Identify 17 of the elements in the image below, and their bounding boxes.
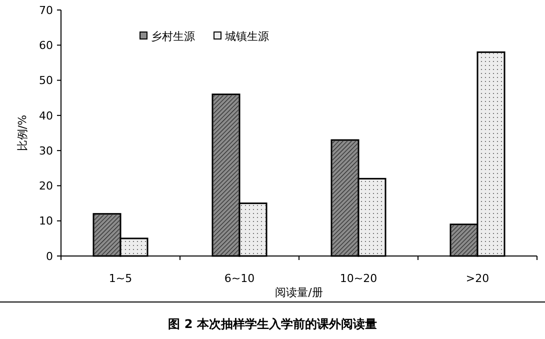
text: 图 2 本次抽样学生入学前的课外阅读量 bbox=[168, 317, 377, 332]
y-tick-label: 30 bbox=[39, 144, 53, 158]
x-tick-label: >20 bbox=[466, 272, 490, 285]
y-tick-label: 40 bbox=[39, 109, 53, 122]
x-tick-label: 6~10 bbox=[224, 272, 255, 285]
y-tick-label: 50 bbox=[39, 74, 53, 88]
y-tick-label: 70 bbox=[39, 4, 53, 17]
y-tick-label: 20 bbox=[39, 180, 53, 193]
y-tick-label: 0 bbox=[46, 250, 53, 263]
x-axis-title: 阅读量/册 bbox=[275, 286, 323, 299]
x-tick-label: 10~20 bbox=[340, 272, 378, 285]
legend-label: 城镇生源 bbox=[224, 30, 269, 43]
legend-label: 乡村生源 bbox=[151, 30, 195, 43]
y-axis-title: 比例/% bbox=[16, 114, 29, 152]
x-tick-label: 1~5 bbox=[108, 272, 132, 285]
y-tick-label: 10 bbox=[39, 214, 53, 228]
y-tick-label: 60 bbox=[39, 38, 53, 52]
